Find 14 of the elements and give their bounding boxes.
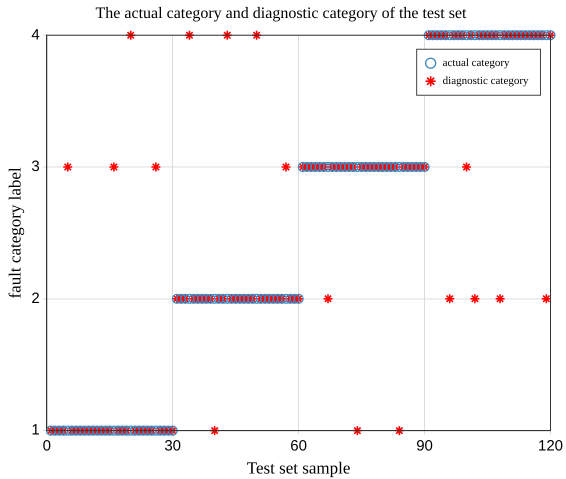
y-tick-label: 3	[31, 158, 40, 176]
y-axis-title: fault category label	[6, 167, 25, 299]
x-axis-title: Test set sample	[246, 458, 350, 478]
x-tick-label: 30	[164, 438, 182, 455]
legend-label: diagnostic category	[442, 75, 529, 88]
legend-label: actual category	[442, 57, 510, 70]
x-tick-label: 0	[42, 438, 51, 455]
x-tick-label: 90	[416, 438, 433, 455]
y-tick-label: 1	[31, 422, 40, 439]
x-tick-label: 120	[538, 438, 563, 455]
chart-title: The actual category and diagnostic category of the test set	[96, 4, 468, 22]
y-tick-label: 4	[31, 26, 40, 44]
x-tick-label: 60	[290, 438, 307, 455]
y-tick-label: 2	[31, 290, 40, 307]
